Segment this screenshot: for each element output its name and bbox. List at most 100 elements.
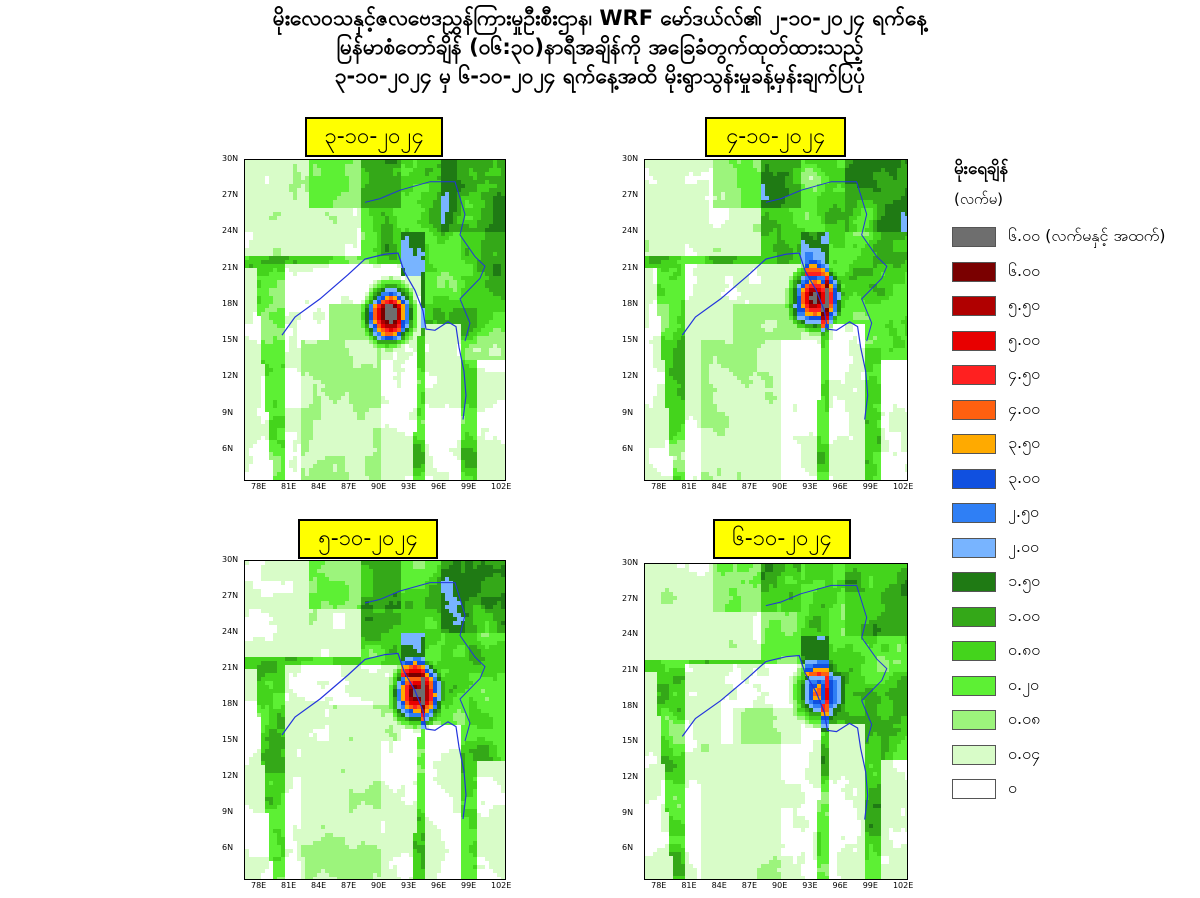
legend-label: ၃.၀၀ [1008, 467, 1041, 487]
x-tick-label: 78E [651, 881, 667, 890]
legend-label: ၀.၂၀ [1008, 674, 1039, 694]
legend-item: ၆.၀၀ [952, 255, 1166, 290]
rainfall-map-3 [245, 561, 505, 879]
x-tick-label: 102E [892, 881, 914, 890]
country-border [765, 181, 888, 342]
x-tick-label: 102E [892, 482, 914, 491]
y-tick-label: 21N [622, 664, 639, 674]
x-tick-label: 81E [281, 482, 297, 491]
y-tick-label: 9N [222, 807, 234, 816]
x-tick-label: 96E [832, 881, 848, 890]
panel-4-date: ၆-၁၀-၂၀၂၄ [713, 519, 851, 559]
y-tick-label: 30N [622, 558, 639, 567]
y-tick-label: 9N [622, 807, 634, 817]
legend-item: ၂.၀၀ [952, 531, 1166, 566]
legend-swatch [952, 399, 996, 420]
y-tick-label: 27N [222, 190, 239, 200]
legend-label: ၂.၀၀ [1008, 536, 1039, 556]
legend-swatch [952, 710, 996, 731]
y-tick-label: 18N [222, 699, 239, 708]
panel-1-map [244, 159, 506, 481]
x-tick-label: 84E [711, 881, 727, 890]
coastline [281, 252, 467, 420]
legend-title: မိုးရေချိန် [954, 159, 1009, 179]
legend-label: ၀.၀၄ [1008, 743, 1041, 763]
x-tick-label: 99E [461, 482, 477, 491]
legend-label: ၅.၀၀ [1008, 329, 1041, 349]
y-tick-label: 30N [222, 154, 239, 163]
legend-item: ၅.၅၀ [952, 289, 1166, 324]
legend-item: ၅.၀၀ [952, 324, 1166, 359]
legend-item: ၁.၀၀ [952, 600, 1166, 635]
legend-label: ၀.၈၀ [1008, 640, 1041, 660]
y-tick-label: 15N [622, 736, 639, 746]
panel-3-map [244, 560, 506, 880]
y-tick-label: 27N [622, 593, 639, 603]
legend-swatch [952, 572, 996, 593]
country-border [364, 181, 486, 342]
legend-item: ၂.၅၀ [952, 496, 1166, 531]
title-line-1: မိုးလေဝသနှင့်ဇလဗေဒညွှန်ကြားမှုဦးစီးဌာန၊ … [272, 6, 928, 30]
x-tick-label: 93E [401, 482, 417, 491]
legend-swatch [952, 468, 996, 489]
y-tick-label: 12N [222, 771, 239, 780]
legend-label: ၄.၀၀ [1008, 398, 1041, 418]
x-tick-label: 87E [741, 881, 758, 890]
legend-item: ၃.၅၀ [952, 427, 1166, 462]
x-tick-label: 96E [832, 482, 848, 491]
legend-label: ၄.၅၀ [1008, 364, 1041, 384]
legend-swatch [952, 330, 996, 351]
x-tick-label: 87E [341, 881, 357, 890]
legend-swatch [952, 296, 996, 317]
y-tick-label: 12N [622, 771, 639, 781]
x-tick-label: 87E [741, 482, 758, 491]
y-tick-label: 24N [622, 629, 639, 639]
x-tick-label: 99E [862, 482, 878, 491]
y-tick-label: 27N [622, 190, 639, 200]
x-tick-label: 99E [461, 881, 477, 890]
x-tick-label: 102E [491, 482, 512, 491]
panel-2-date: ၄-၁၀-၂၀၂၄ [705, 117, 846, 157]
y-tick-label: 12N [622, 371, 639, 381]
y-tick-label: 27N [222, 591, 239, 600]
title-line-2: မြန်မာစံတော်ချိန် (၀၆:၃၀)နာရီအချိန်ကို အ… [336, 35, 864, 59]
rainfall-map-2 [645, 160, 907, 480]
legend-unit: (လက်မ) [954, 190, 1004, 208]
legend-item: ၁.၅၀ [952, 565, 1166, 600]
y-tick-label: 15N [622, 335, 639, 345]
x-tick-label: 81E [281, 881, 297, 890]
panel-4-map [644, 563, 908, 880]
legend-swatch [952, 503, 996, 524]
legend-label: ၅.၅၀ [1008, 295, 1041, 315]
legend-item: ၀.၀၄ [952, 738, 1166, 773]
rainfall-map-4 [645, 564, 907, 879]
y-tick-label: 9N [222, 407, 234, 417]
country-border [364, 582, 486, 742]
y-tick-label: 30N [222, 555, 239, 564]
legend-label: ၀ [1008, 778, 1017, 798]
x-tick-label: 102E [491, 881, 512, 890]
y-tick-label: 30N [622, 154, 639, 163]
x-tick-label: 99E [862, 881, 878, 890]
legend-swatch [952, 537, 996, 558]
x-tick-label: 78E [251, 482, 267, 491]
legend-swatch [952, 434, 996, 455]
y-tick-label: 6N [222, 443, 234, 453]
legend-item: ၀.၂၀ [952, 669, 1166, 704]
legend-swatch [952, 365, 996, 386]
legend-item: ၆.၀၀ (လက်မနှင့် အထက်) [952, 220, 1166, 255]
y-tick-label: 15N [222, 335, 239, 345]
y-tick-label: 21N [222, 262, 239, 272]
y-tick-label: 9N [622, 407, 634, 417]
legend-label: ၀.၀၈ [1008, 709, 1041, 729]
country-border [765, 584, 888, 743]
x-tick-label: 81E [681, 881, 697, 890]
legend-label: ၆.၀၀ (လက်မနှင့် အထက်) [1008, 226, 1166, 246]
y-tick-label: 21N [622, 262, 639, 272]
legend-swatch [952, 641, 996, 662]
legend-items: ၆.၀၀ (လက်မနှင့် အထက်) ၆.၀၀၅.၅၀၅.၀၀၄.၅၀၄.၀… [952, 220, 1166, 807]
x-tick-label: 93E [802, 482, 818, 491]
legend-label: ၃.၅၀ [1008, 433, 1041, 453]
y-tick-label: 18N [222, 298, 239, 308]
legend-item: ၀.၈၀ [952, 634, 1166, 669]
